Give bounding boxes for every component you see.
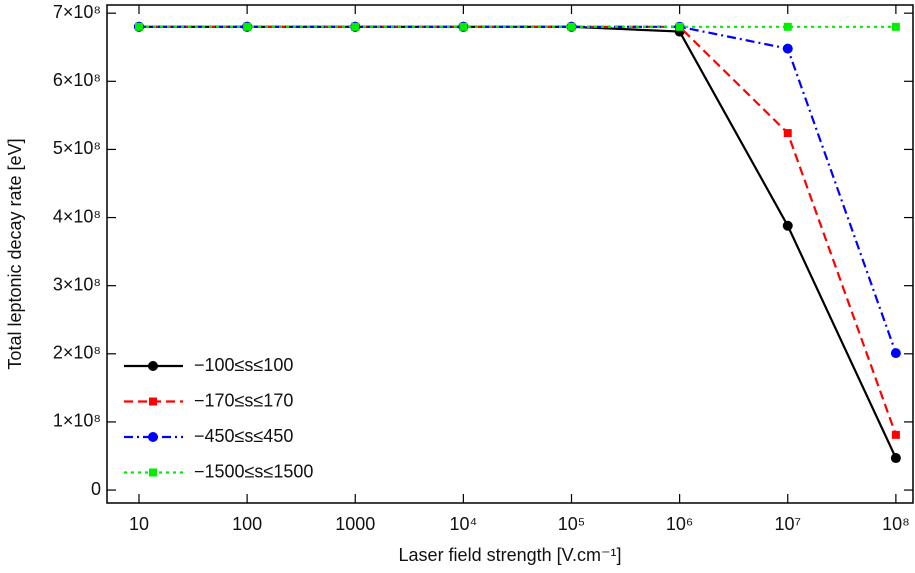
series-line (138, 25, 897, 354)
legend-label: −170≤s≤170 (194, 390, 293, 410)
x-tick-label: 10⁴ (449, 514, 477, 534)
plot-frame (106, 4, 914, 504)
y-tick-label: 6×10⁸ (53, 70, 101, 90)
x-tick-label: 100 (232, 514, 262, 534)
marker (782, 43, 793, 54)
legend-marker (149, 397, 157, 406)
y-tick-label: 0 (91, 479, 101, 499)
marker (675, 22, 684, 31)
y-tick-label: 5×10⁸ (53, 138, 101, 158)
marker (782, 220, 793, 231)
marker (459, 22, 468, 31)
x-tick-label: 10⁶ (666, 514, 693, 534)
x-axis-label: Laser field strength [V.cm⁻¹] (399, 545, 622, 565)
legend-label: −100≤s≤100 (194, 355, 293, 375)
y-tick-label: 2×10⁸ (53, 343, 101, 363)
marker (890, 348, 901, 359)
y-tick-label: 7×10⁸ (53, 2, 101, 22)
y-tick-label: 3×10⁸ (53, 274, 101, 294)
x-tick-label: 10 (129, 514, 149, 534)
x-tick-label: 1000 (335, 514, 375, 534)
y-tick-label: 1×10⁸ (53, 411, 101, 431)
x-tick-label: 10⁸ (882, 514, 910, 534)
legend-label: −450≤s≤450 (194, 426, 293, 446)
x-tick-label: 10⁷ (774, 514, 801, 534)
marker (891, 22, 900, 31)
y-tick-label: 4×10⁸ (53, 206, 101, 226)
marker (134, 22, 143, 31)
legend-marker (149, 468, 157, 477)
x-tick-label: 10⁵ (558, 514, 585, 534)
y-axis-label: Total leptonic decay rate [eV] (5, 138, 25, 369)
legend-marker (148, 361, 158, 371)
marker (890, 453, 901, 464)
marker (567, 22, 576, 31)
legend-marker (148, 432, 158, 442)
marker (891, 430, 900, 439)
marker (783, 22, 792, 31)
marker (243, 22, 252, 31)
legend-label: −1500≤s≤1500 (194, 461, 313, 481)
marker (783, 129, 792, 138)
marker (351, 22, 360, 31)
